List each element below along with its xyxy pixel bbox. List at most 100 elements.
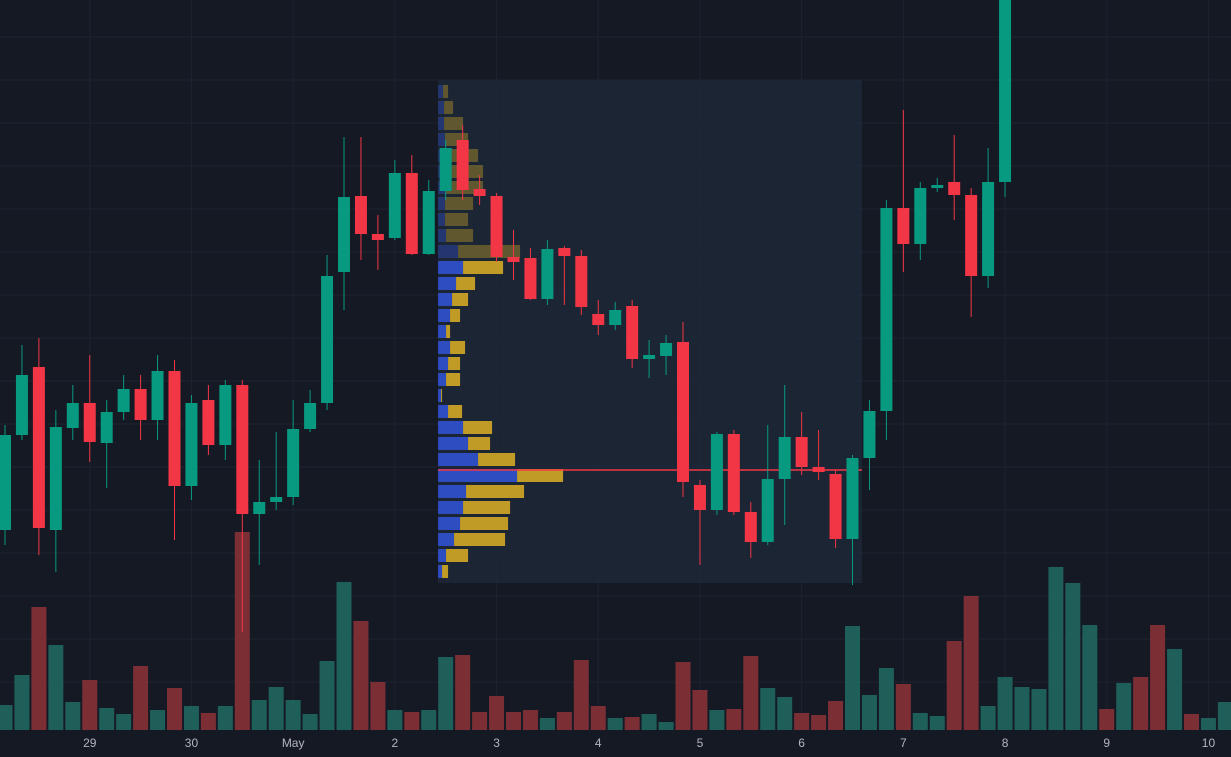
volume-bar <box>980 706 996 730</box>
candle-body <box>693 485 706 510</box>
volume-bar <box>1184 714 1199 730</box>
profile-up <box>438 469 518 482</box>
profile-up <box>438 341 451 354</box>
candle-body <box>897 208 910 244</box>
volume-bar <box>709 710 725 730</box>
profile-down <box>450 309 461 322</box>
profile-up <box>438 229 447 242</box>
x-tick-label: 3 <box>493 736 500 750</box>
volume-bar <box>1048 567 1064 730</box>
volume-bar <box>1167 649 1183 730</box>
volume-bar <box>743 656 759 730</box>
candle-body <box>185 403 198 486</box>
candle-body <box>168 371 181 486</box>
profile-up <box>438 501 464 514</box>
profile-up <box>438 325 447 338</box>
profile-down <box>456 277 476 290</box>
candle-body <box>982 182 995 276</box>
volume-bar <box>48 645 64 730</box>
volume-bar <box>1099 709 1115 730</box>
profile-up <box>438 293 453 306</box>
volume-bar <box>1133 677 1149 730</box>
volume-bar <box>1200 718 1216 730</box>
volume-bar <box>861 695 877 730</box>
volume-bar <box>946 641 962 730</box>
volume-bar <box>1014 687 1030 730</box>
profile-down <box>454 533 506 546</box>
candle-body <box>778 437 791 479</box>
x-tick-label: 6 <box>798 736 805 750</box>
candle-body <box>660 343 673 356</box>
volume-bar <box>489 696 505 730</box>
candle-body <box>202 400 215 445</box>
volume-bar <box>1217 702 1231 730</box>
candle-body <box>744 512 757 542</box>
profile-up <box>438 357 449 370</box>
candle-body <box>761 479 774 542</box>
volume-bar <box>65 702 81 730</box>
volume-bar <box>200 713 216 730</box>
volume-bar <box>404 712 420 730</box>
profile-down <box>444 101 454 114</box>
volume-bar <box>336 582 352 730</box>
profile-up <box>438 117 445 130</box>
candle-body <box>439 148 452 191</box>
volume-bar <box>268 687 284 730</box>
volume-bar <box>506 712 521 730</box>
volume-bar <box>1082 625 1098 730</box>
volume-bar <box>14 675 30 730</box>
candle-body <box>456 140 469 190</box>
volume-bar <box>760 688 776 730</box>
candle-body <box>405 173 418 254</box>
profile-up <box>438 389 442 402</box>
profile-down <box>441 389 443 402</box>
candle-body <box>15 375 28 435</box>
profile-up <box>438 437 469 450</box>
profile-down <box>463 261 504 274</box>
candle-body <box>524 258 537 299</box>
x-tick-label: 2 <box>392 736 399 750</box>
profile-up <box>438 485 467 498</box>
x-tick-label: 9 <box>1103 736 1110 750</box>
profile-range <box>438 80 862 583</box>
profile-up <box>438 245 459 258</box>
volume-bar <box>658 722 674 730</box>
candle-body <box>371 234 384 240</box>
candle-body <box>592 314 605 325</box>
candle-body <box>999 0 1012 182</box>
volume-bar <box>997 677 1013 730</box>
candle-body <box>253 502 266 514</box>
profile-up <box>438 261 464 274</box>
candle-body <box>558 248 571 256</box>
candle-body <box>117 389 130 412</box>
volume-bar <box>472 712 488 730</box>
candle-body <box>0 435 11 530</box>
candle-body <box>287 429 300 497</box>
volume-bar <box>353 621 369 730</box>
candle-body <box>846 458 859 539</box>
profile-down <box>445 197 474 210</box>
candle-body <box>507 257 520 262</box>
profile-up <box>438 405 449 418</box>
volume-bar <box>963 596 979 730</box>
volume-bar <box>573 660 589 730</box>
profile-up <box>438 197 446 210</box>
volume-bar <box>319 661 335 730</box>
volume-bar <box>285 700 301 730</box>
candle-body <box>795 437 808 467</box>
volume-bar <box>1031 689 1047 730</box>
profile-up <box>438 373 447 386</box>
volume-bar <box>777 697 793 730</box>
x-tick-label: 5 <box>697 736 704 750</box>
volume-bar <box>251 700 267 730</box>
x-tick-label: 8 <box>1002 736 1009 750</box>
profile-down <box>446 325 451 338</box>
volume-bar <box>895 684 911 730</box>
x-tick-label: 30 <box>185 736 199 750</box>
volume-bar <box>556 712 572 730</box>
candle-body <box>66 403 79 428</box>
candle-body <box>270 497 283 502</box>
x-tick-label: May <box>282 736 305 750</box>
